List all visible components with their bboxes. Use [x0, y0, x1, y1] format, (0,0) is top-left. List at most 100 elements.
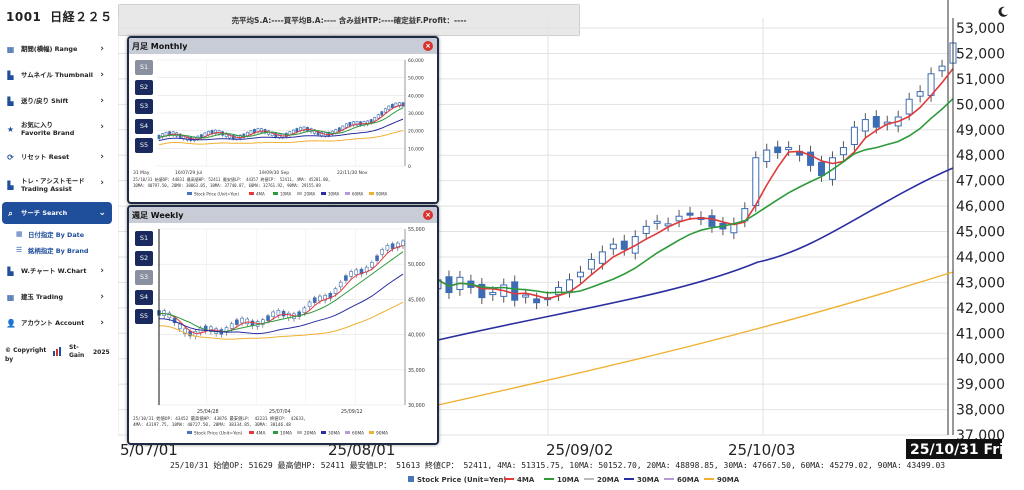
- range-s1-button[interactable]: S1: [135, 231, 153, 246]
- legend-label[interactable]: 4MA: [256, 192, 265, 197]
- candle-body[interactable]: [276, 309, 281, 316]
- range-s2-button[interactable]: S2: [135, 250, 153, 266]
- sidebar-item-account[interactable]: 👤 アカウント Account ›: [0, 310, 116, 336]
- legend-label[interactable]: 20MA: [597, 476, 620, 484]
- legend-label[interactable]: Stock Price (Unit=Yen): [194, 431, 243, 437]
- candle-body[interactable]: [398, 102, 401, 107]
- legend-label[interactable]: Stock Price (Unit=Yen): [194, 192, 239, 197]
- range-s2-button[interactable]: S2: [135, 79, 153, 95]
- candle-body[interactable]: [850, 126, 858, 146]
- candle-body[interactable]: [297, 311, 301, 317]
- weekly-chart[interactable]: 55,000 50,000 45,000 40,000 35,000 30,000 25/0…: [129, 223, 437, 443]
- weekly-close-button[interactable]: ×: [423, 210, 433, 220]
- legend-label[interactable]: 60MA: [352, 192, 364, 197]
- candle-body[interactable]: [489, 292, 497, 296]
- candle-body[interactable]: [266, 315, 270, 321]
- candle-body[interactable]: [260, 128, 263, 133]
- range-s3-button[interactable]: S3: [135, 270, 153, 285]
- candle-body[interactable]: [620, 240, 628, 250]
- legend-label[interactable]: Stock Price (Unit=Yen): [417, 476, 507, 484]
- candle-body[interactable]: [533, 298, 541, 304]
- candle-body[interactable]: [349, 271, 353, 277]
- candle-body[interactable]: [522, 294, 530, 298]
- candle-body[interactable]: [587, 258, 595, 270]
- sidebar-item-trading[interactable]: ▦ 建玉 Trading ›: [0, 284, 116, 310]
- candle-body[interactable]: [387, 105, 391, 110]
- candle-body[interactable]: [763, 149, 771, 163]
- legend-label[interactable]: 10MA: [280, 431, 292, 437]
- legend-label[interactable]: 90MA: [717, 476, 740, 484]
- candle-body[interactable]: [383, 108, 387, 113]
- candle-body[interactable]: [511, 281, 519, 301]
- legend-label[interactable]: 20MA: [304, 431, 316, 437]
- candle-body[interactable]: [245, 318, 250, 325]
- candle-body[interactable]: [238, 134, 242, 139]
- candle-body[interactable]: [872, 116, 880, 128]
- candle-body[interactable]: [345, 123, 348, 128]
- legend-label[interactable]: 90MA: [376, 192, 388, 197]
- candle-body[interactable]: [261, 319, 265, 325]
- sidebar-item-shift[interactable]: ▙ 送り/戻り Shift ›: [0, 88, 116, 114]
- sidebar-subitem-by-date[interactable]: ▦ 日付指定 By Date: [0, 226, 116, 242]
- candle-body[interactable]: [229, 323, 234, 329]
- candle-body[interactable]: [333, 288, 338, 294]
- daily-candlestick-chart[interactable]: 53,000 52,000 51,000 50,000 49,000 48,000 47,0…: [118, 0, 1024, 490]
- candle-body[interactable]: [401, 240, 405, 247]
- candle-body[interactable]: [555, 286, 563, 296]
- candle-body[interactable]: [598, 251, 606, 264]
- candle-body[interactable]: [359, 268, 364, 275]
- monthly-panel-header[interactable]: 月足 Monthly ×: [129, 38, 437, 54]
- weekly-chart-panel[interactable]: 週足 Weekly × 55,000 50,000 45,000 40,000 35,0…: [127, 205, 439, 445]
- candle-body[interactable]: [370, 262, 374, 268]
- sidebar-item-trading-assist[interactable]: ▙ トレ・アシストモード Trading Assist ›: [0, 170, 116, 200]
- legend-label[interactable]: 4MA: [256, 431, 265, 437]
- range-s5-button[interactable]: S5: [135, 309, 153, 324]
- legend-label[interactable]: 30MA: [328, 192, 340, 197]
- candle-body[interactable]: [380, 249, 385, 255]
- range-s3-button[interactable]: S3: [135, 99, 153, 114]
- legend-label[interactable]: 30MA: [328, 431, 340, 437]
- dark-mode-moon-icon[interactable]: [997, 6, 1009, 18]
- candle-body[interactable]: [785, 147, 793, 151]
- monthly-close-button[interactable]: ×: [423, 41, 433, 51]
- candle-body[interactable]: [478, 283, 486, 299]
- range-s1-button[interactable]: S1: [135, 60, 153, 75]
- candle-body[interactable]: [373, 117, 377, 122]
- candle-body[interactable]: [209, 326, 213, 332]
- candle-body[interactable]: [675, 215, 683, 222]
- candle-body[interactable]: [355, 121, 359, 126]
- legend-label[interactable]: 10MA: [280, 192, 292, 197]
- candle-body[interactable]: [653, 220, 661, 224]
- monthly-chart-panel[interactable]: 月足 Monthly × 60,000 50,000 40,000 30,000 20,…: [127, 36, 439, 204]
- sidebar-item-thumbnail[interactable]: ▙ サムネイル Thumbnail ›: [0, 62, 116, 88]
- candle-body[interactable]: [323, 295, 327, 301]
- candle-body[interactable]: [401, 102, 405, 107]
- candle-body[interactable]: [302, 126, 306, 131]
- candle-body[interactable]: [396, 242, 400, 249]
- candle-body[interactable]: [344, 275, 348, 281]
- candle-body[interactable]: [576, 271, 584, 278]
- candle-body[interactable]: [214, 129, 217, 134]
- candle-body[interactable]: [807, 151, 815, 166]
- range-s4-button[interactable]: S4: [135, 289, 153, 305]
- range-s5-button[interactable]: S5: [135, 138, 153, 153]
- legend-label[interactable]: 10MA: [557, 476, 580, 484]
- candle-body[interactable]: [938, 65, 946, 72]
- candle-body[interactable]: [307, 301, 312, 308]
- sidebar-item-reset[interactable]: ⟳ リセット Reset ›: [0, 144, 116, 170]
- sidebar-item-search[interactable]: ⌕ サーチ Search ⌄: [2, 202, 112, 224]
- candle-body[interactable]: [302, 307, 307, 313]
- candle-body[interactable]: [380, 111, 384, 116]
- sidebar-item-favorite[interactable]: ★ お気に入り Favorite Brand ›: [0, 114, 116, 144]
- candle-body[interactable]: [385, 245, 390, 251]
- sidebar-item-w-chart[interactable]: ▙ W.チャート W.Chart ›: [0, 258, 116, 284]
- candle-body[interactable]: [235, 319, 239, 325]
- legend-label[interactable]: 60MA: [677, 476, 700, 484]
- candle-body[interactable]: [376, 114, 380, 119]
- monthly-chart[interactable]: 60,000 50,000 40,000 30,000 20,000 10,000 0 31 …: [129, 54, 437, 202]
- candle-body[interactable]: [861, 119, 869, 132]
- weekly-panel-header[interactable]: 週足 Weekly ×: [129, 207, 437, 223]
- candle-body[interactable]: [390, 243, 395, 249]
- legend-label[interactable]: 4MA: [517, 476, 535, 484]
- candle-body[interactable]: [312, 297, 317, 303]
